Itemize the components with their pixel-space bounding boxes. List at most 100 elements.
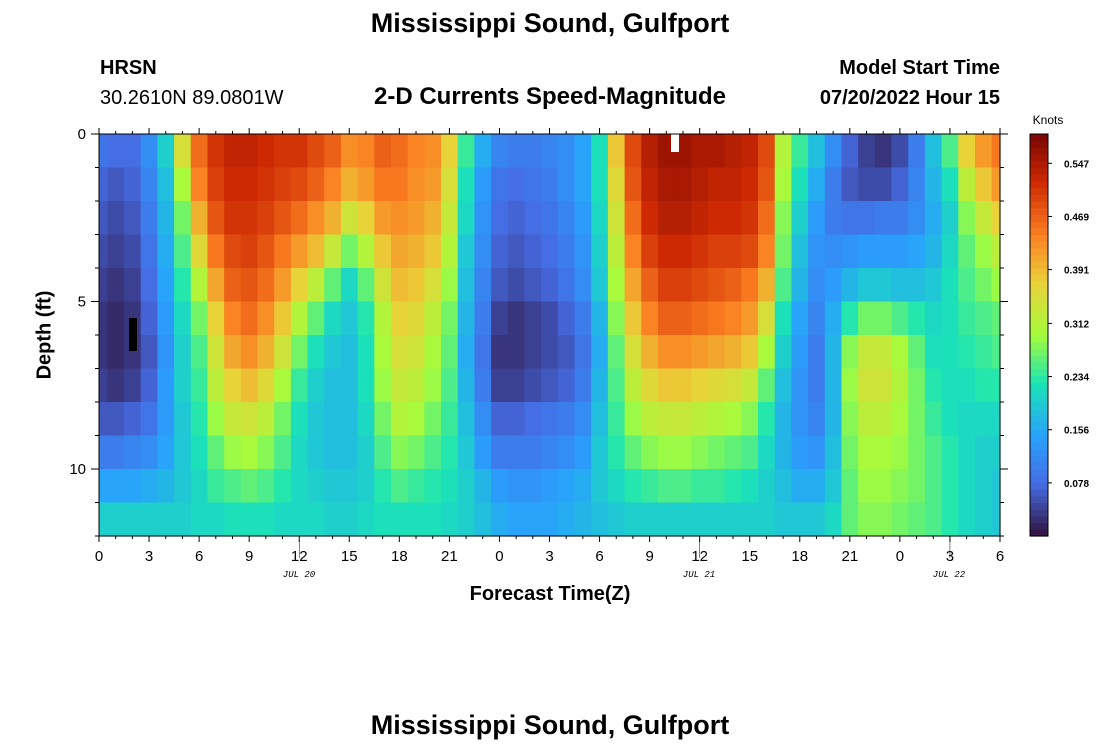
- heatmap-cell: [974, 134, 993, 169]
- heatmap-cell: [474, 268, 492, 303]
- heatmap-cell: [524, 167, 542, 202]
- heatmap-cell: [457, 268, 476, 303]
- heatmap-cell: [324, 268, 342, 303]
- heatmap-cell: [274, 201, 292, 236]
- heatmap-cell: [157, 167, 175, 202]
- heatmap-cell: [541, 335, 559, 370]
- heatmap-cell: [224, 368, 242, 403]
- heatmap-cell: [107, 201, 125, 236]
- heatmap-cell: [240, 268, 259, 303]
- heatmap-cell: [591, 268, 609, 303]
- heatmap-cell: [507, 335, 526, 370]
- chart-subtitle: 2-D Currents Speed-Magnitude: [373, 83, 727, 110]
- colorbar-swatch: [1030, 442, 1048, 450]
- heatmap-cell: [357, 435, 375, 470]
- heatmap-cell: [808, 469, 826, 504]
- colorbar-swatch: [1030, 522, 1048, 530]
- heatmap-cell: [524, 234, 542, 269]
- heatmap-cell: [390, 234, 409, 269]
- heatmap-cell: [941, 167, 959, 202]
- heatmap-cell: [858, 134, 876, 169]
- heatmap-cell: [324, 435, 342, 470]
- heatmap-cell: [808, 435, 826, 470]
- heatmap-cell: [207, 502, 225, 537]
- heatmap-cell: [491, 402, 509, 437]
- heatmap-cell: [174, 469, 192, 504]
- heatmap-cell: [99, 502, 108, 537]
- heatmap-cell: [99, 435, 108, 470]
- heatmap-cell: [991, 335, 1001, 370]
- colorbar-swatch: [1030, 368, 1048, 376]
- heatmap-cell: [240, 469, 259, 504]
- heatmap-cell: [274, 167, 292, 202]
- colorbar-label: Knots: [1032, 113, 1064, 127]
- heatmap-cell: [207, 402, 225, 437]
- colorbar-swatch: [1030, 402, 1048, 410]
- heatmap-cell: [774, 268, 793, 303]
- heatmap-cell: [941, 435, 959, 470]
- heatmap-cell: [574, 402, 592, 437]
- heatmap-cell: [441, 469, 459, 504]
- heatmap-cell: [307, 134, 325, 169]
- heatmap-cell: [491, 368, 509, 403]
- heatmap-cell: [541, 134, 559, 169]
- heatmap-cell: [657, 502, 676, 537]
- heatmap-cell: [724, 234, 742, 269]
- heatmap-cell: [99, 368, 108, 403]
- heatmap-cell: [774, 335, 793, 370]
- heatmap-cell: [441, 301, 459, 336]
- heatmap-cell: [407, 234, 425, 269]
- heatmap-cell: [457, 502, 476, 537]
- heatmap-cell: [357, 201, 375, 236]
- heatmap-cell: [908, 234, 926, 269]
- heatmap-cell: [641, 435, 659, 470]
- heatmap-cell: [808, 335, 826, 370]
- heatmap-cell: [340, 134, 359, 169]
- heatmap-cell: [107, 402, 125, 437]
- heatmap-cell: [140, 502, 158, 537]
- heatmap-cell: [574, 201, 592, 236]
- heatmap-cell: [824, 502, 843, 537]
- heatmap-cell: [457, 402, 476, 437]
- heatmap-cell: [991, 268, 1001, 303]
- heatmap-cell: [207, 368, 225, 403]
- heatmap-cell: [924, 201, 943, 236]
- heatmap-cell: [891, 435, 909, 470]
- heatmap-cell: [874, 167, 893, 202]
- heatmap-cell: [491, 335, 509, 370]
- model-start-time: 07/20/2022 Hour 15: [819, 87, 1000, 109]
- heatmap-cell: [157, 368, 175, 403]
- heatmap-cell: [824, 469, 843, 504]
- heatmap-cell: [474, 335, 492, 370]
- heatmap-cell: [457, 368, 476, 403]
- heatmap-cell: [958, 268, 976, 303]
- heatmap-cell: [290, 402, 309, 437]
- heatmap-cell: [974, 268, 993, 303]
- heatmap-cell: [357, 335, 375, 370]
- heatmap-cell: [741, 335, 759, 370]
- heatmap-cell: [424, 301, 442, 336]
- x-tick-label: 6: [595, 548, 603, 565]
- heatmap-cell: [474, 234, 492, 269]
- heatmap-cell: [290, 335, 309, 370]
- heatmap-cell: [824, 134, 843, 169]
- heatmap-cell: [808, 368, 826, 403]
- heatmap-cell: [941, 402, 959, 437]
- heatmap-cell: [974, 335, 993, 370]
- heatmap-cell: [724, 335, 742, 370]
- heatmap-cell: [858, 335, 876, 370]
- heatmap-cell: [491, 502, 509, 537]
- heatmap-cell: [724, 502, 742, 537]
- heatmap-cell: [491, 469, 509, 504]
- heatmap-cell: [157, 469, 175, 504]
- colorbar-swatch: [1030, 462, 1048, 470]
- heatmap-cell: [541, 435, 559, 470]
- heatmap-cell: [524, 301, 542, 336]
- heatmap-cell: [307, 368, 325, 403]
- colorbar-swatch: [1030, 221, 1048, 229]
- heatmap-cell: [741, 234, 759, 269]
- heatmap-cell: [207, 301, 225, 336]
- heatmap-cell: [791, 234, 809, 269]
- heatmap-cell: [107, 502, 125, 537]
- heatmap-cell: [374, 368, 392, 403]
